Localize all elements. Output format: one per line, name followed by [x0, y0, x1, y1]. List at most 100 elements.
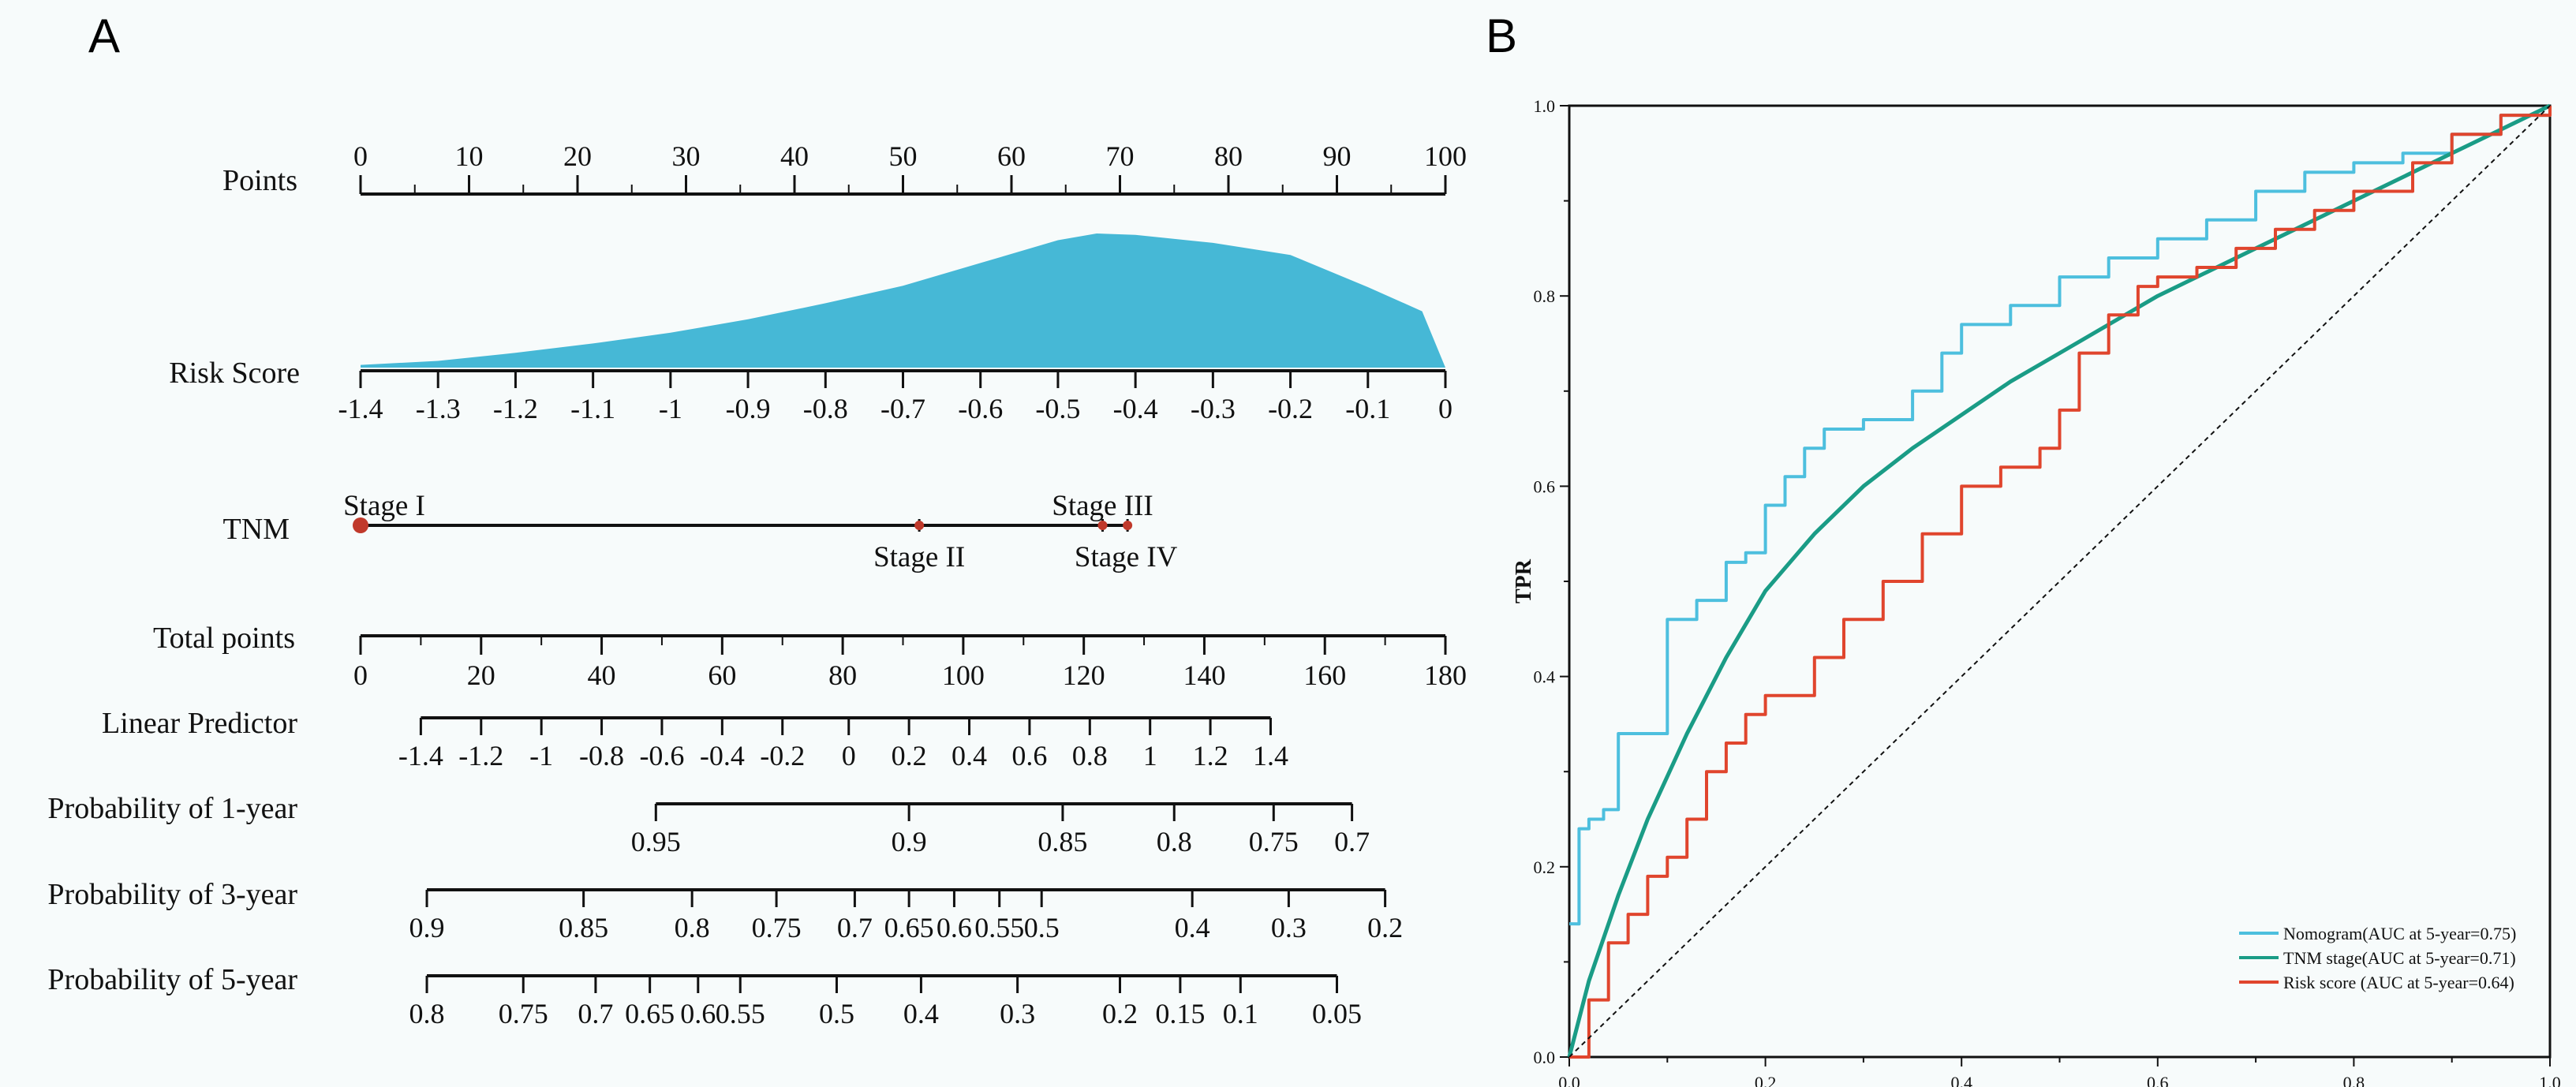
nomogram-row-labels: Points Risk Score TNM Total points Linea…: [47, 164, 300, 996]
roc-x-tick-label: 0.8: [2343, 1073, 2365, 1087]
risk-score-tick-label: -0.2: [1268, 393, 1313, 424]
roc-y-tick-label: 0.8: [1534, 286, 1556, 306]
roc-curve-risk-score: [1569, 106, 2552, 1059]
total-points-tick-label: 180: [1424, 659, 1467, 691]
roc-curve-nomogram: [1568, 106, 2552, 926]
total-points-tick-label: 160: [1303, 659, 1346, 691]
prob-1yr-tick-label: 0.7: [1334, 826, 1370, 857]
prob-3yr-tick-label: 0.65: [884, 912, 934, 943]
points-tick-label: 60: [997, 140, 1026, 172]
nomogram-plot: 0 10 20 30 40 50 60 70 80 90 100-1.4 -1.3 -1.2 -1.1 -1…: [338, 140, 1467, 1029]
risk-score-density-area: [361, 233, 1445, 368]
risk-score-tick-label: -0.1: [1345, 393, 1390, 424]
linear-predictor-tick-label: 0.8: [1072, 740, 1108, 771]
row-label-risk-score: Risk Score: [169, 357, 300, 390]
prob-5yr-tick-label: 0.1: [1223, 998, 1258, 1029]
roc-y-axis-title: TPR: [1512, 558, 1536, 603]
linear-predictor-tick-label: 1.4: [1253, 740, 1288, 771]
prob-3yr-tick-label: 0.8: [675, 912, 710, 943]
roc-y-tick-label: 0.2: [1534, 857, 1556, 877]
total-points-tick-label: 0: [353, 659, 368, 691]
roc-y-tick-label: 0.0: [1534, 1048, 1556, 1067]
prob-3yr-tick-label: 0.2: [1367, 912, 1403, 943]
linear-predictor-tick-label: -1: [529, 740, 553, 771]
tnm-level-marker: [1097, 521, 1108, 530]
prob-3yr-tick-label: 0.75: [752, 912, 802, 943]
risk-score-tick-label: -0.4: [1113, 393, 1158, 424]
risk-score-tick-label: -0.7: [880, 393, 925, 424]
linear-predictor-tick-label: 1.2: [1193, 740, 1228, 771]
prob-5yr-tick-label: 0.2: [1102, 998, 1138, 1029]
prob-1yr-tick-label: 0.9: [892, 826, 927, 857]
tnm-level-label: Stage I: [343, 490, 425, 522]
row-label-prob-1yr: Probability of 1-year: [47, 792, 297, 825]
risk-score-tick-label: -1.4: [338, 393, 383, 424]
tnm-level-marker: [1123, 521, 1133, 530]
roc-plot: 0.00.20.40.60.81.00.00.20.40.60.81.0FPRT…: [1512, 96, 2561, 1087]
row-label-points: Points: [222, 164, 297, 197]
linear-predictor-tick-label: 1: [1143, 740, 1157, 771]
roc-diagonal-reference: [1568, 105, 2551, 1058]
prob-3yr-tick-label: 0.5: [1024, 912, 1060, 943]
prob-3yr-tick-label: 0.7: [837, 912, 873, 943]
roc-legend-label: Risk score (AUC at 5-year=0.64): [2283, 973, 2514, 992]
roc-legend-label: Nomogram(AUC at 5-year=0.75): [2283, 924, 2516, 943]
prob-3yr-tick-label: 0.4: [1175, 912, 1210, 943]
prob-3yr-tick-label: 0.3: [1271, 912, 1307, 943]
tnm-level-label: Stage III: [1052, 490, 1153, 522]
panel-a-letter: A: [88, 9, 120, 62]
prob-5yr-tick-label: 0.65: [625, 998, 675, 1029]
prob-1yr-tick-label: 0.85: [1038, 826, 1087, 857]
prob-1yr-tick-label: 0.75: [1249, 826, 1299, 857]
prob-1yr-tick-label: 0.8: [1157, 826, 1192, 857]
prob-5yr-tick-label: 0.05: [1312, 998, 1362, 1029]
prob-1yr-tick-label: 0.95: [631, 826, 681, 857]
points-tick-label: 40: [780, 140, 809, 172]
roc-y-tick-label: 0.4: [1534, 667, 1556, 687]
roc-y-tick-label: 1.0: [1534, 96, 1556, 116]
risk-score-tick-label: -0.6: [958, 393, 1003, 424]
tnm-level-label: Stage II: [873, 541, 965, 573]
roc-x-tick-label: 0.4: [1950, 1073, 1972, 1087]
tnm-level-marker: [914, 521, 925, 530]
points-tick-label: 100: [1424, 140, 1467, 172]
points-tick-label: 0: [353, 140, 368, 172]
tnm-level-marker: [353, 517, 368, 533]
prob-5yr-tick-label: 0.75: [499, 998, 548, 1029]
row-label-total-points: Total points: [153, 622, 295, 655]
linear-predictor-tick-label: -0.4: [700, 740, 745, 771]
prob-3yr-tick-label: 0.9: [409, 912, 445, 943]
linear-predictor-tick-label: 0.4: [952, 740, 987, 771]
linear-predictor-tick-label: -1.4: [398, 740, 443, 771]
total-points-tick-label: 20: [467, 659, 495, 691]
prob-5yr-tick-label: 0.8: [409, 998, 445, 1029]
roc-legend-label: TNM stage(AUC at 5-year=0.71): [2283, 948, 2516, 968]
risk-score-tick-label: -1.3: [416, 393, 461, 424]
points-tick-label: 50: [889, 140, 918, 172]
roc-x-tick-label: 0.2: [1755, 1073, 1777, 1087]
total-points-tick-label: 120: [1063, 659, 1105, 691]
risk-score-tick-label: -1.1: [570, 393, 615, 424]
risk-score-tick-label: -0.9: [726, 393, 771, 424]
prob-3yr-tick-label: 0.55: [974, 912, 1024, 943]
row-label-tnm: TNM: [223, 513, 290, 546]
points-tick-label: 10: [455, 140, 484, 172]
roc-y-tick-label: 0.6: [1534, 476, 1556, 496]
prob-5yr-tick-label: 0.7: [578, 998, 613, 1029]
prob-5yr-tick-label: 0.15: [1155, 998, 1205, 1029]
tnm-level-label: Stage IV: [1075, 541, 1178, 573]
roc-x-tick-label: 0.0: [1558, 1073, 1580, 1087]
points-tick-label: 20: [563, 140, 592, 172]
total-points-tick-label: 100: [942, 659, 985, 691]
prob-5yr-tick-label: 0.55: [716, 998, 765, 1029]
prob-5yr-tick-label: 0.4: [903, 998, 939, 1029]
total-points-tick-label: 80: [828, 659, 857, 691]
risk-score-tick-label: -0.3: [1191, 393, 1236, 424]
risk-score-tick-label: -0.8: [803, 393, 848, 424]
row-label-linear-predictor: Linear Predictor: [102, 707, 297, 740]
risk-score-tick-label: 0: [1438, 393, 1453, 424]
roc-curve-tnm-stage: [1567, 103, 2552, 1058]
prob-3yr-tick-label: 0.85: [559, 912, 608, 943]
